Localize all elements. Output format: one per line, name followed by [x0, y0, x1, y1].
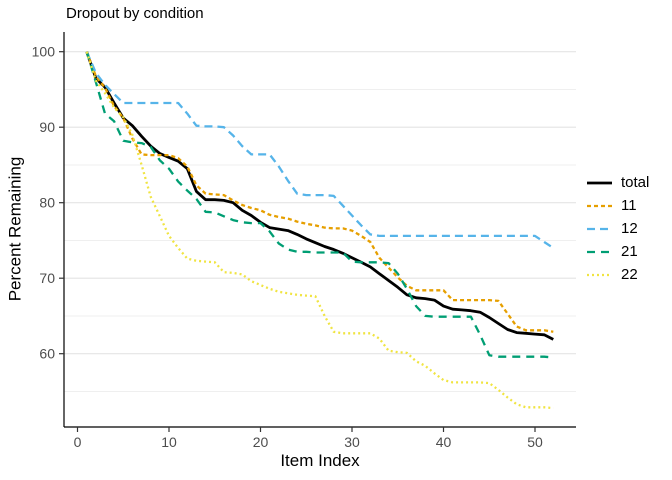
legend-label-21: 21	[621, 242, 638, 260]
legend-item-21: 21	[586, 240, 649, 263]
y-tick-label: 90	[39, 119, 55, 135]
series-line-21	[85, 51, 554, 359]
legend-label-12: 12	[621, 219, 638, 237]
x-tick-label: 20	[253, 434, 269, 450]
legend-label-22: 22	[621, 265, 638, 283]
series-line-22	[85, 51, 554, 410]
page-title: Dropout by condition	[66, 5, 204, 22]
legend-item-11: 11	[586, 194, 649, 217]
legend-key-line-11	[587, 204, 612, 207]
x-tick-label: 0	[74, 434, 82, 450]
legend-key-line-21	[587, 250, 612, 253]
y-axis-title-wrap: Percent Remaining	[2, 0, 28, 458]
legend-label-total: total	[621, 173, 650, 191]
x-tick-label: 50	[527, 434, 543, 450]
legend-key-line-12	[587, 227, 612, 230]
x-tick-label: 40	[436, 434, 452, 450]
series-line-12	[85, 51, 554, 249]
legend-label-11: 11	[621, 196, 637, 214]
y-tick-label: 70	[39, 270, 55, 286]
legend-key-line-total	[587, 181, 612, 184]
x-tick-label: 30	[344, 434, 360, 450]
series-line-11	[85, 51, 554, 333]
y-axis-title: Percent Remaining	[5, 156, 25, 302]
legend-item-total: total	[586, 171, 649, 194]
y-tick-label: 60	[39, 346, 55, 362]
legend-key-line-22	[587, 273, 612, 276]
legend-item-22: 22	[586, 263, 649, 286]
x-tick-label: 10	[161, 434, 177, 450]
x-axis-title: Item Index	[280, 451, 360, 470]
y-tick-label: 80	[39, 195, 55, 211]
legend: total 11 12 21 22	[586, 171, 649, 286]
legend-item-12: 12	[586, 217, 649, 240]
y-tick-label: 100	[32, 44, 56, 60]
